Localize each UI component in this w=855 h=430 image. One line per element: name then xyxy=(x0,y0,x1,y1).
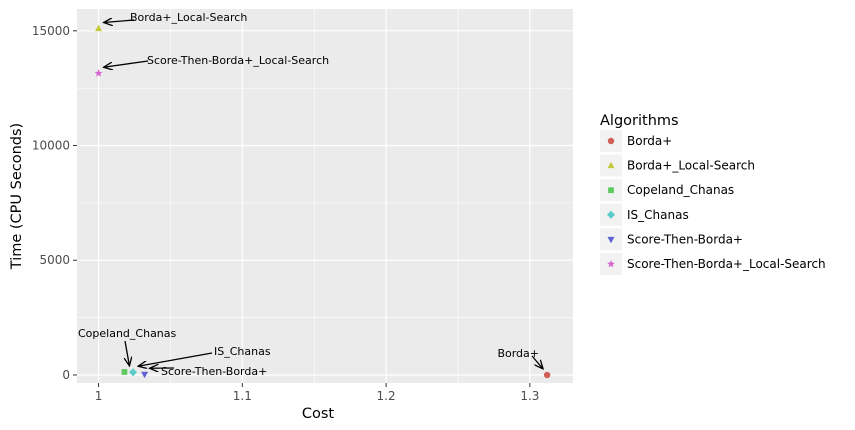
x-tick-label: 1.1 xyxy=(233,389,252,403)
point-2 xyxy=(121,369,128,375)
annotation-label: Borda+_Local-Search xyxy=(130,11,247,24)
legend: Algorithms Borda+ Borda+_Local-Search Cope… xyxy=(600,113,826,275)
y-tick-label: 10000 xyxy=(32,139,70,153)
plot-panel xyxy=(77,9,573,383)
legend-label: Score-Then-Borda+ xyxy=(627,232,743,246)
legend-key-marker xyxy=(607,259,615,268)
legend-key-marker xyxy=(607,210,615,219)
legend-key-marker xyxy=(607,161,615,169)
annotation-arrow xyxy=(138,352,213,366)
y-axis-ticks: 0 5000 10000 15000 xyxy=(32,24,77,382)
annotation-arrow xyxy=(125,340,129,366)
annotations: Borda+_Local-Search Score-Then-Borda+_Loc… xyxy=(78,11,543,378)
annotation-arrow xyxy=(104,20,135,23)
legend-label: IS_Chanas xyxy=(627,208,689,222)
y-tick-label: 15000 xyxy=(32,24,70,38)
point-1 xyxy=(95,24,103,32)
y-tick-label: 0 xyxy=(62,368,70,382)
y-axis-title: Time (CPU Seconds) xyxy=(9,123,25,270)
grid-major xyxy=(77,9,573,383)
point-0 xyxy=(543,371,551,379)
x-tick-label: 1 xyxy=(95,389,103,403)
legend-title: Algorithms xyxy=(600,113,679,129)
legend-key-marker xyxy=(607,236,615,244)
annotation-label: Borda+ xyxy=(497,347,539,360)
legend-label: Borda+_Local-Search xyxy=(627,159,755,173)
annotation-arrow xyxy=(531,355,543,369)
annotation-label: IS_Chanas xyxy=(214,345,271,358)
data-points xyxy=(94,24,551,379)
legend-key-marker xyxy=(608,187,614,194)
annotation-arrow xyxy=(104,60,149,67)
y-tick-label: 5000 xyxy=(39,253,70,267)
annotation-label: Copeland_Chanas xyxy=(78,327,177,340)
annotation-label: Score-Then-Borda+_Local-Search xyxy=(147,54,329,67)
annotation-label: Score-Then-Borda+ xyxy=(161,365,267,378)
point-5 xyxy=(94,69,103,77)
grid-minor xyxy=(77,9,573,383)
legend-label: Borda+ xyxy=(627,134,672,148)
point-3 xyxy=(129,368,138,377)
x-tick-label: 1.3 xyxy=(520,389,539,403)
legend-label: Copeland_Chanas xyxy=(627,183,734,197)
x-axis-ticks: 1 1.1 1.2 1.3 xyxy=(95,383,539,403)
legend-key-marker xyxy=(607,137,615,145)
legend-label: Score-Then-Borda+_Local-Search xyxy=(627,257,826,271)
point-4 xyxy=(141,371,149,379)
x-tick-label: 1.2 xyxy=(377,389,396,403)
x-axis-title: Cost xyxy=(302,406,335,422)
